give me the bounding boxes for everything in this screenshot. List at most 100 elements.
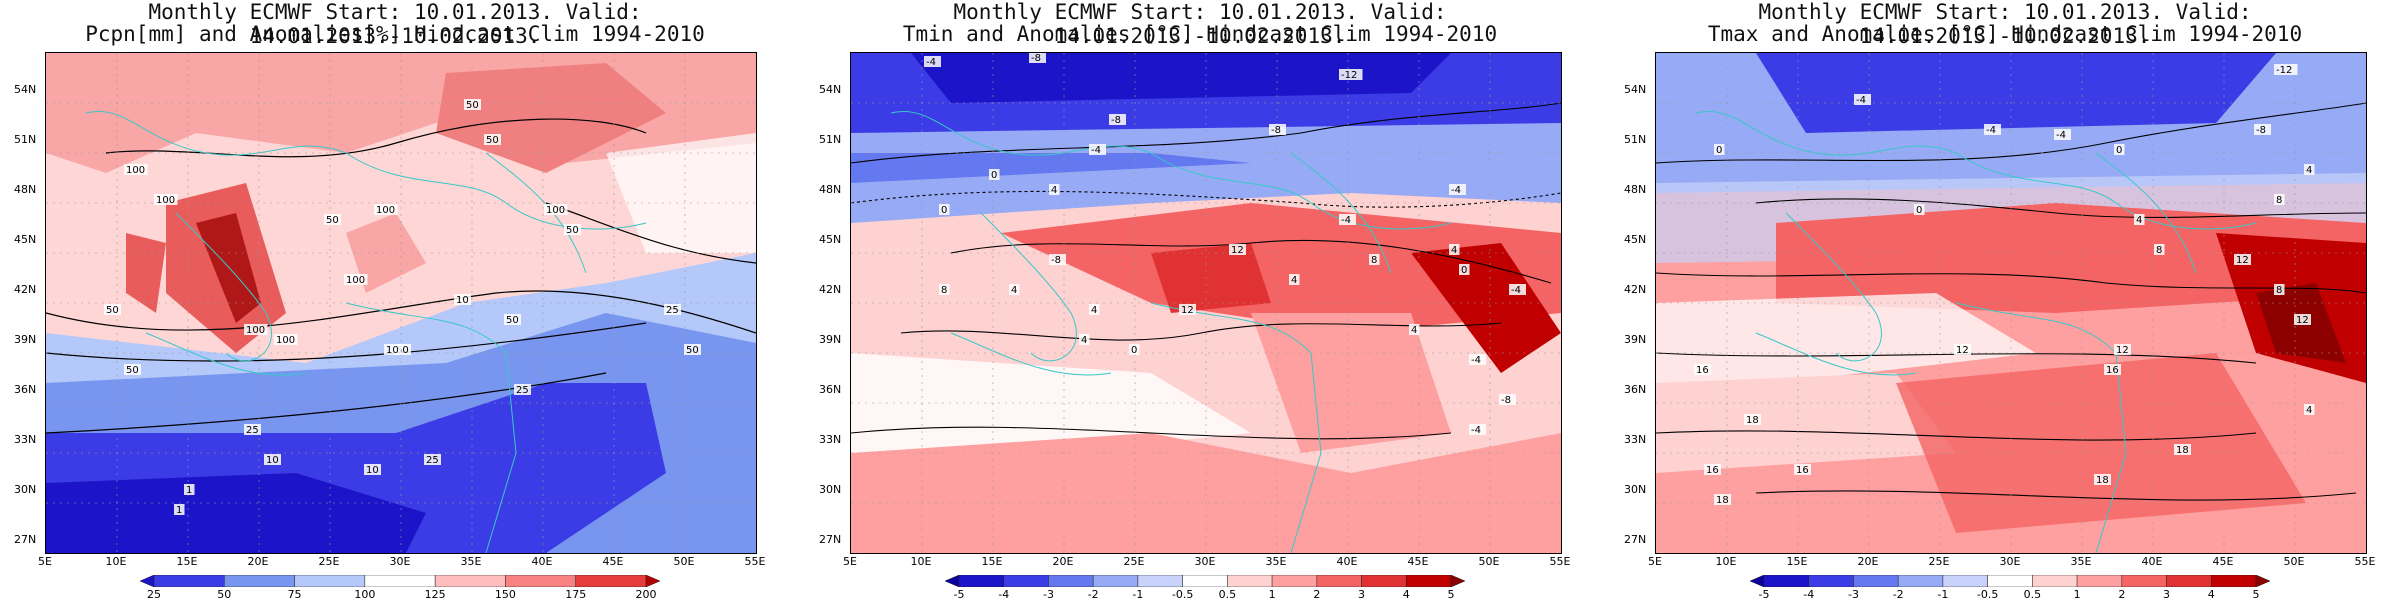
contour-label-bg: [1339, 69, 1363, 80]
contour-label-bg: [324, 214, 341, 225]
colorbar-tick-label: -0.5: [1171, 588, 1194, 601]
lat-label: 51N: [1624, 133, 1647, 146]
contour-label-bg: [1269, 124, 1286, 135]
contour-label: 0: [1461, 265, 1467, 276]
contour-label-bg: [1339, 214, 1356, 225]
lat-label: 33N: [14, 433, 37, 446]
colorbar-swatch: [1182, 575, 1228, 587]
lon-label: 25E: [1928, 555, 1950, 568]
contour-label-bg: [374, 204, 398, 215]
contour-label-bg: [484, 134, 501, 145]
lon-label: 35E: [2070, 555, 2092, 568]
lon-label: 55E: [1549, 555, 1571, 568]
contour-label-bg: [1049, 184, 1060, 195]
contour-label: -4: [1451, 185, 1461, 196]
map-area: 50 100 50 100 100 50 100 50 100 50 100 25 50 10 25 10 1 2…: [45, 52, 757, 554]
lon-label: 40E: [1336, 555, 1358, 568]
contour-label: 0: [2116, 145, 2122, 156]
panel-title-line1: Monthly ECMWF Start: 10.01.2013. Valid: …: [1758, 0, 2252, 48]
colorbar-swatch: [1942, 575, 1988, 587]
map-area: -12 -8 -4 0 -4 -4 0 4 8 0 4 8 12 8 12 16 12 16 18 16 18 18 18 1…: [1655, 52, 2367, 554]
colorbar-swatch: [505, 575, 576, 587]
contour-label: 12: [2236, 255, 2249, 266]
colorbar-arrow-high: [2255, 575, 2270, 587]
colorbar-tick-label: -2: [1892, 588, 1904, 601]
colorbar-swatch: [2076, 575, 2123, 587]
contour-label-bg: [2294, 314, 2311, 325]
colorbar-swatch: [575, 575, 647, 587]
contour-label: 100: [276, 335, 295, 346]
contour-label-bg: [1914, 204, 1925, 215]
contour-label: 4: [1091, 305, 1097, 316]
contour-label: 8: [2276, 285, 2282, 296]
contour-label: 100: [546, 205, 565, 216]
contour-label: 4: [1291, 275, 1297, 286]
colorbar-arrow-low: [945, 575, 960, 587]
lon-label: 10E: [1715, 555, 1737, 568]
contour-label-bg: [939, 284, 950, 295]
lon-label: 30E: [1999, 555, 2021, 568]
contour-label: 100: [156, 195, 175, 206]
contour-label-bg: [1409, 324, 1420, 335]
colorbar-tick-label: 5: [1447, 588, 1455, 601]
tmax-field: -12 -8 -4 0 -4 -4 0 4 8 0 4 8 12 8 12 16 12 16 18 16 18 18 18 1…: [1656, 53, 2366, 553]
contour-label-bg: [1289, 274, 1300, 285]
colorbar-swatch: [1987, 575, 2033, 587]
colorbar-tick-label: 1: [2073, 588, 2081, 601]
lon-label: 25E: [1123, 555, 1145, 568]
colorbar-swatch: [434, 575, 506, 587]
contour-label-bg: [2174, 444, 2191, 455]
lon-label: 30E: [1194, 555, 1216, 568]
lat-label: 45N: [1624, 233, 1647, 246]
contour-label: -12: [1341, 70, 1357, 81]
contour-label: -4: [1986, 125, 1996, 136]
contour-label: 50: [326, 215, 339, 226]
contour-label-bg: [184, 484, 195, 495]
panel-title-line1: Monthly ECMWF Start: 10.01.2013. Valid: …: [953, 0, 1447, 48]
contour-label: 4: [1081, 335, 1087, 346]
contour-label: 100: [246, 325, 265, 336]
colorbar-tick-label: 1: [1268, 588, 1276, 601]
lat-label: 27N: [819, 533, 842, 546]
contour-label: -4: [1471, 355, 1481, 366]
contour-label: 1: [176, 505, 182, 516]
lat-label: 42N: [1624, 283, 1647, 296]
contour-label: 8: [2156, 245, 2162, 256]
colorbar-swatch: [1092, 575, 1139, 587]
contour-label-bg: [1049, 254, 1066, 265]
contour-label: 8: [1371, 255, 1377, 266]
map-area: -4 -8 -12 -8 -8 -4 0 4 0 -4 -4 -8 8 4 12 4 8 4 0 -4 -8 4 -4 12 4…: [850, 52, 1562, 554]
lat-label: 48N: [14, 183, 37, 196]
contour-label-bg: [1499, 394, 1516, 405]
contour-label: 50: [466, 100, 479, 111]
contour-label-bg: [1029, 53, 1046, 63]
lon-label: 55E: [2354, 555, 2376, 568]
contour-label: 100: [126, 165, 145, 176]
colorbar: 25 50 75 100 125 150 175 200: [140, 575, 660, 601]
colorbar-tick-label: -5: [1758, 588, 1770, 601]
lat-label: 36N: [819, 383, 842, 396]
lat-label: 36N: [14, 383, 37, 396]
colorbar-tick-label: 3: [1358, 588, 1366, 601]
contour-label-bg: [1079, 334, 1090, 345]
contour-label-bg: [684, 344, 701, 355]
colorbar-tick-label: -0.5: [1976, 588, 1999, 601]
contour-label: 100: [346, 275, 365, 286]
colorbar-tick-label: 2: [1313, 588, 1321, 601]
contour-label: 12: [1956, 345, 1969, 356]
contour-label: -4: [1856, 95, 1866, 106]
contour-label: 100: [376, 205, 395, 216]
lon-label: 45E: [2212, 555, 2234, 568]
contour-label-bg: [989, 169, 1000, 180]
colorbar-tick-label: 25: [147, 588, 161, 601]
colorbar-tick-label: 100: [354, 588, 376, 601]
panel-precipitation: Monthly ECMWF Start: 10.01.2013. Valid: …: [0, 0, 790, 601]
colorbar-swatch: [2121, 575, 2167, 587]
contour-label-bg: [364, 464, 381, 475]
contour-label: 50: [486, 135, 499, 146]
lat-label: 42N: [819, 283, 842, 296]
contour-label: 10: [366, 465, 379, 476]
colorbar-swatch: [2166, 575, 2212, 587]
contour-label-bg: [2304, 404, 2315, 415]
colorbar-swatch: [153, 575, 225, 587]
